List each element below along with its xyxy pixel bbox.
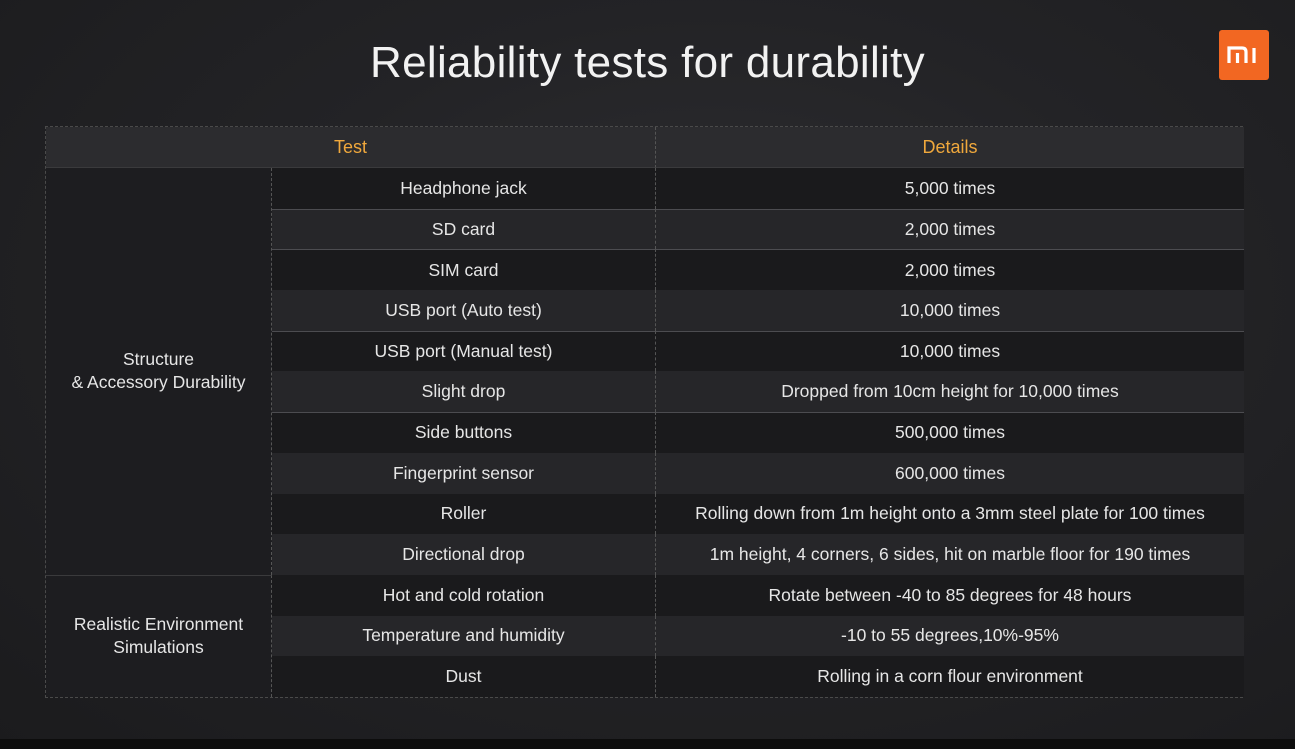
row-details: 5,000 times: [656, 168, 1244, 209]
category-environment: Realistic Environment Simulations: [46, 574, 272, 697]
row-details: Rotate between -40 to 85 degrees for 48 …: [656, 574, 1244, 616]
mi-logo: [1219, 30, 1269, 80]
row-details: 10,000 times: [656, 330, 1244, 372]
slide-title: Reliability tests for durability: [370, 38, 925, 87]
row-details: Dropped from 10cm height for 10,000 time…: [656, 371, 1244, 413]
header-test: Test: [46, 127, 656, 168]
row-details: -10 to 55 degrees,10%-95%: [656, 615, 1244, 657]
row-test: Dust: [272, 656, 656, 697]
category-environment-line2: Simulations: [113, 637, 204, 658]
row-details: Rolling down from 1m height onto a 3mm s…: [656, 493, 1244, 535]
row-test: Side buttons: [272, 412, 656, 453]
row-details: Rolling in a corn flour environment: [656, 656, 1244, 697]
row-test: Fingerprint sensor: [272, 452, 656, 494]
header-details: Details: [656, 127, 1244, 168]
row-details: 10,000 times: [656, 290, 1244, 331]
row-test: Roller: [272, 493, 656, 535]
row-test: USB port (Manual test): [272, 330, 656, 372]
category-structure-line1: Structure: [123, 348, 194, 369]
row-details: 600,000 times: [656, 452, 1244, 494]
mi-logo-icon: [1227, 46, 1256, 63]
bottom-bar: [0, 739, 1295, 749]
row-test: Slight drop: [272, 371, 656, 413]
category-structure-line2: & Accessory Durability: [71, 372, 246, 393]
category-environment-line1: Realistic Environment: [73, 613, 244, 634]
row-details: 1m height, 4 corners, 6 sides, hit on ma…: [656, 534, 1244, 575]
row-details: 2,000 times: [656, 208, 1244, 250]
row-details: 500,000 times: [656, 412, 1244, 453]
row-test: Headphone jack: [272, 168, 656, 209]
row-test: SD card: [272, 208, 656, 250]
row-details: 2,000 times: [656, 249, 1244, 291]
reliability-table: Test Details Structure & Accessory Durab…: [45, 126, 1244, 698]
row-test: USB port (Auto test): [272, 290, 656, 331]
row-test: Temperature and humidity: [272, 615, 656, 657]
row-test: Hot and cold rotation: [272, 574, 656, 616]
row-test: Directional drop: [272, 534, 656, 575]
row-test: SIM card: [272, 249, 656, 291]
category-structure: Structure & Accessory Durability: [46, 168, 272, 575]
